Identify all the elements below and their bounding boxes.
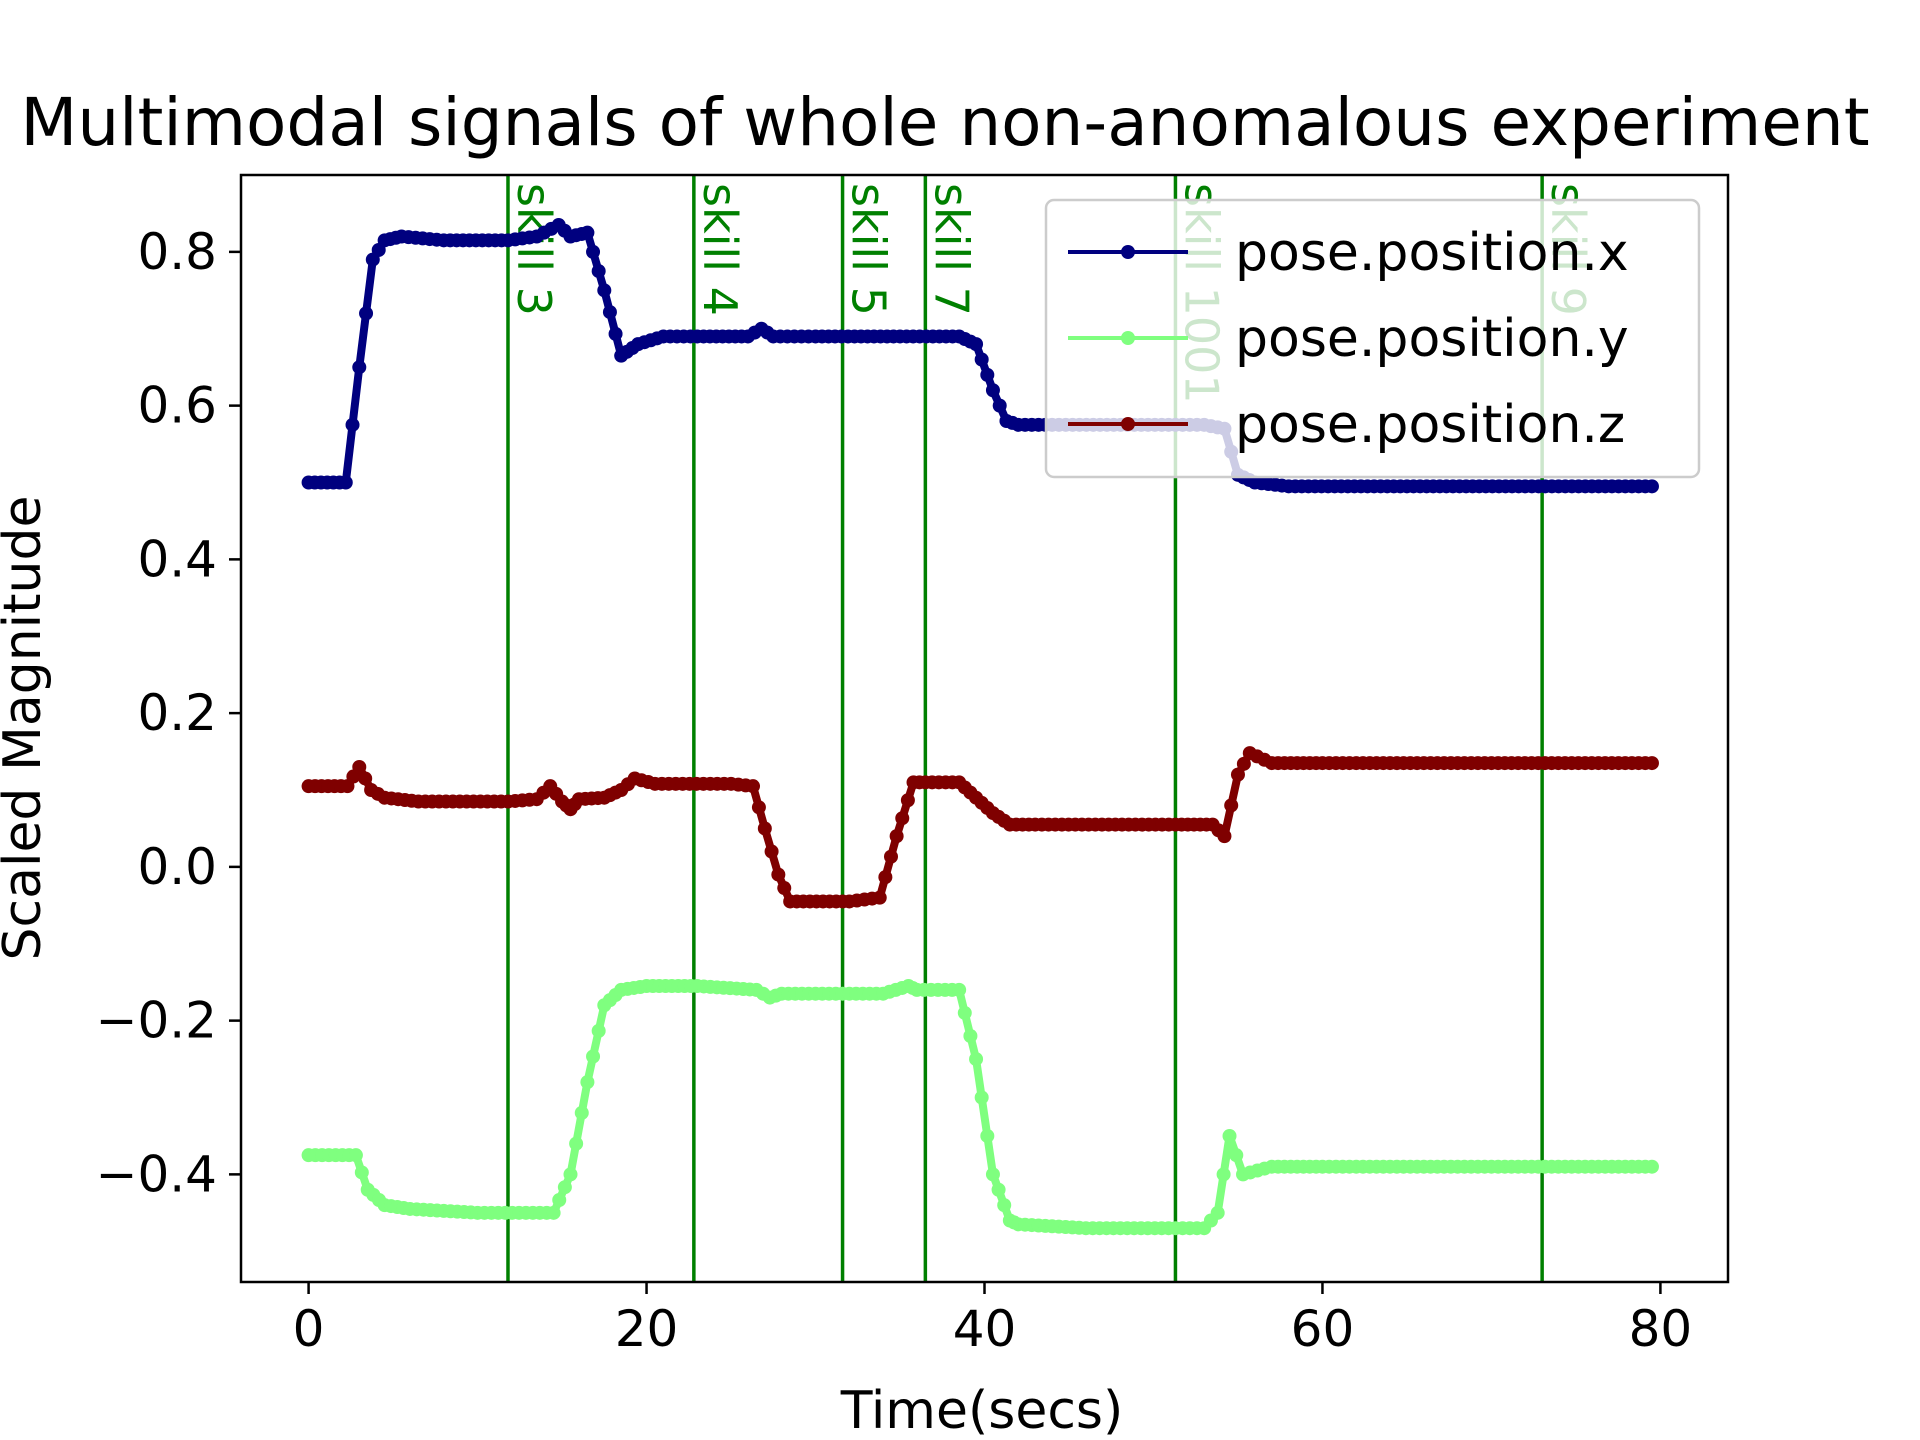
data-point xyxy=(771,867,786,882)
data-point xyxy=(878,870,893,885)
legend-item: pose.position.x xyxy=(1068,223,1629,283)
data-point xyxy=(1230,767,1245,782)
x-tick-label: 20 xyxy=(615,1300,679,1358)
data-point xyxy=(751,800,766,815)
data-point xyxy=(952,982,967,997)
data-point xyxy=(597,283,612,298)
skill-label: skill 3 xyxy=(507,183,561,316)
data-point xyxy=(872,890,887,905)
data-point xyxy=(352,360,367,375)
data-point xyxy=(586,1049,601,1064)
legend-swatch-marker xyxy=(1121,417,1135,431)
data-point xyxy=(602,305,617,320)
legend: pose.position.x pose.position.y pose.posit… xyxy=(1044,198,1701,479)
series-pose-position-y xyxy=(301,979,1659,1236)
data-point xyxy=(348,1148,363,1163)
y-axis-label: Scaled Magnitude xyxy=(0,496,53,961)
data-point xyxy=(552,1193,567,1207)
data-point xyxy=(586,244,601,259)
data-point xyxy=(591,1023,606,1038)
data-point xyxy=(974,352,989,367)
data-point xyxy=(991,1182,1006,1197)
data-point xyxy=(1224,798,1239,813)
series-pose-position-z xyxy=(301,746,1659,909)
data-point xyxy=(895,811,910,826)
data-point xyxy=(969,1052,984,1067)
data-point xyxy=(345,417,360,432)
x-tick-label: 80 xyxy=(1629,1300,1693,1358)
x-axis-ticks: 0 20 40 60 80 xyxy=(293,1282,1693,1358)
data-point xyxy=(338,475,353,490)
legend-label: pose.position.z xyxy=(1235,395,1625,455)
data-point xyxy=(883,849,898,864)
data-point xyxy=(580,1075,595,1090)
legend-box xyxy=(1044,198,1701,479)
data-point xyxy=(1222,1128,1237,1143)
skill-label: skill 7 xyxy=(924,183,978,316)
data-point xyxy=(1217,829,1232,844)
data-point xyxy=(980,367,995,382)
data-point xyxy=(900,793,915,808)
data-point xyxy=(1644,756,1659,771)
data-point xyxy=(997,1198,1012,1213)
y-axis-ticks: −0.4 −0.2 0.0 0.2 0.4 0.6 0.8 xyxy=(96,223,241,1203)
data-point xyxy=(563,1167,578,1182)
y-tick-label: 0.4 xyxy=(137,530,217,588)
data-point xyxy=(963,1029,978,1043)
data-point xyxy=(352,759,367,774)
y-tick-label: 0.0 xyxy=(137,838,217,896)
legend-item: pose.position.y xyxy=(1068,309,1629,369)
data-point xyxy=(557,1180,572,1195)
data-point xyxy=(746,779,761,794)
legend-swatch-marker xyxy=(1121,245,1135,259)
x-tick-label: 40 xyxy=(953,1300,1017,1358)
data-point xyxy=(985,383,1000,398)
y-tick-label: 0.8 xyxy=(137,223,217,281)
data-point xyxy=(574,1105,589,1120)
data-point xyxy=(1216,1167,1231,1182)
legend-item: pose.position.z xyxy=(1068,395,1625,455)
data-point xyxy=(1236,756,1251,771)
data-point xyxy=(889,829,904,844)
data-point xyxy=(1644,479,1659,494)
data-point xyxy=(957,1005,972,1020)
data-point xyxy=(359,306,374,321)
data-point xyxy=(992,398,1007,413)
y-tick-label: 0.2 xyxy=(137,684,217,742)
chart-title: Multimodal signals of whole non-anomalou… xyxy=(20,84,1869,161)
x-axis-label: Time(secs) xyxy=(840,1381,1124,1440)
data-point xyxy=(354,1165,369,1180)
data-point xyxy=(546,1205,561,1220)
data-point xyxy=(985,1167,1000,1182)
x-tick-label: 0 xyxy=(293,1300,325,1358)
data-point xyxy=(1229,1148,1244,1163)
y-tick-label: −0.2 xyxy=(96,992,217,1050)
data-point xyxy=(777,881,792,896)
data-point xyxy=(980,1128,995,1143)
data-point xyxy=(591,264,606,279)
data-point xyxy=(974,1090,989,1105)
data-point xyxy=(764,844,779,859)
data-point xyxy=(1210,1205,1225,1220)
data-point xyxy=(608,326,623,341)
legend-label: pose.position.x xyxy=(1235,223,1629,283)
data-point xyxy=(358,771,373,786)
data-point xyxy=(969,337,984,352)
data-point xyxy=(1644,1159,1659,1174)
skill-label: skill 5 xyxy=(842,183,896,316)
y-tick-label: −0.4 xyxy=(96,1145,217,1203)
data-point xyxy=(757,821,772,836)
legend-swatch-marker xyxy=(1121,331,1135,345)
legend-label: pose.position.y xyxy=(1235,309,1629,369)
y-tick-label: 0.6 xyxy=(137,377,217,435)
data-point xyxy=(580,225,595,240)
data-point xyxy=(569,1136,584,1151)
x-tick-label: 60 xyxy=(1291,1300,1355,1358)
skill-label: skill 4 xyxy=(693,183,747,316)
